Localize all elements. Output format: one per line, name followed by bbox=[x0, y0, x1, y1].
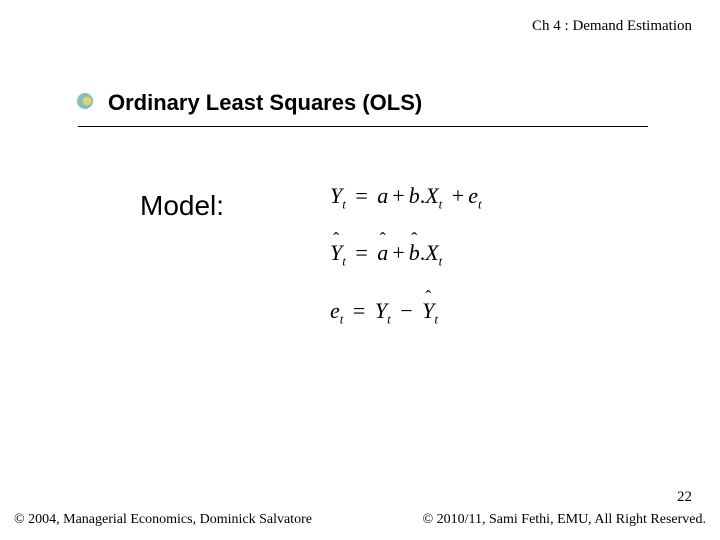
page-number: 22 bbox=[677, 489, 692, 506]
footer-left: © 2004, Managerial Economics, Dominick S… bbox=[14, 512, 312, 528]
title-bullet-icon bbox=[76, 92, 94, 110]
equations-block: Yt = a+b.Xt +et Yt = a+b.Xt et = Yt − Yt bbox=[330, 185, 482, 357]
slide-title-area: Ordinary Least Squares (OLS) bbox=[108, 90, 680, 127]
chapter-header: Ch 4 : Demand Estimation bbox=[532, 18, 692, 35]
slide-title: Ordinary Least Squares (OLS) bbox=[108, 90, 680, 116]
equation-1: Yt = a+b.Xt +et bbox=[330, 185, 482, 210]
footer-right: © 2010/11, Sami Fethi, EMU, All Right Re… bbox=[423, 512, 707, 528]
equation-2: Yt = a+b.Xt bbox=[330, 242, 482, 267]
title-underline bbox=[78, 126, 648, 127]
equation-3: et = Yt − Yt bbox=[330, 300, 482, 325]
model-label: Model: bbox=[140, 190, 224, 222]
